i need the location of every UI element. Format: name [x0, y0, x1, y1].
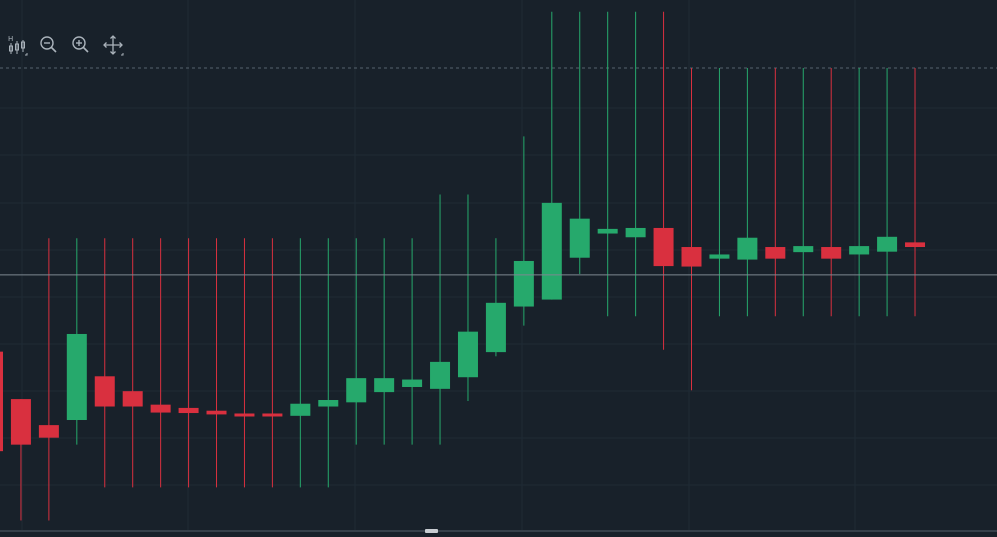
candle[interactable] [765, 68, 786, 317]
candle-body-down [821, 247, 842, 259]
candle-body-down [681, 247, 702, 267]
candle-body-down [905, 242, 926, 248]
candle[interactable] [0, 351, 3, 452]
candle-body-up [457, 331, 478, 378]
candle-body-down [765, 247, 786, 259]
candle-body-down [206, 410, 227, 415]
candle[interactable] [485, 238, 506, 357]
zoom-in-icon [72, 36, 89, 53]
candle[interactable] [122, 238, 143, 488]
candle[interactable] [94, 238, 115, 488]
candle-body-up [318, 400, 339, 407]
zoom-in-button[interactable] [70, 34, 92, 56]
candle[interactable] [541, 11, 562, 300]
candle[interactable] [905, 68, 926, 317]
candle-body-down [0, 351, 3, 452]
candle-body-up [430, 361, 451, 389]
candle[interactable] [709, 68, 730, 317]
candle[interactable] [849, 68, 870, 317]
indicator-tool-letter: H [8, 35, 13, 43]
candle[interactable] [374, 238, 395, 445]
indicator-tool-button[interactable]: H [6, 34, 28, 56]
candle[interactable] [597, 11, 618, 317]
candle[interactable] [206, 238, 227, 488]
candle[interactable] [262, 238, 283, 488]
zoom-out-button[interactable] [38, 34, 60, 56]
candle[interactable] [457, 194, 478, 401]
time-scroll-handle[interactable] [425, 529, 438, 533]
pan-button[interactable] [102, 34, 124, 56]
candle-body-down [10, 399, 31, 445]
candle-body-down [653, 227, 674, 267]
candle[interactable] [402, 238, 423, 445]
candle-body-up [709, 254, 730, 259]
candle[interactable] [569, 11, 590, 274]
candle[interactable] [681, 68, 702, 391]
candle-body-down [234, 413, 255, 417]
candle[interactable] [737, 68, 758, 317]
candle[interactable] [653, 11, 674, 350]
candle-body-up [66, 333, 87, 421]
candle-body-down [38, 425, 59, 438]
candle[interactable] [877, 68, 898, 317]
candle-body-up [877, 236, 898, 252]
candle[interactable] [821, 68, 842, 317]
candle-body-up [541, 202, 562, 300]
candle-body-down [178, 407, 199, 414]
candle[interactable] [318, 238, 339, 488]
candle[interactable] [38, 238, 59, 521]
candle[interactable] [10, 399, 31, 521]
pan-move-icon [103, 35, 124, 56]
candle[interactable] [234, 238, 255, 488]
candle-body-down [122, 391, 143, 407]
candle-body-up [485, 302, 506, 353]
candle[interactable] [346, 238, 367, 445]
candle-body-up [597, 228, 618, 234]
candle-body-up [346, 378, 367, 403]
candle-body-up [793, 246, 814, 253]
candle-body-up [569, 218, 590, 258]
candle-body-up [737, 237, 758, 260]
chart-toolbar: H [6, 34, 124, 56]
candle-body-down [150, 404, 171, 413]
candle[interactable] [513, 136, 534, 326]
candle-body-down [94, 376, 115, 407]
candle-body-up [513, 260, 534, 307]
candle-body-up [290, 403, 311, 416]
candle[interactable] [625, 11, 646, 317]
candle-body-up [402, 379, 423, 387]
candle-body-up [625, 227, 646, 238]
candle[interactable] [290, 238, 311, 488]
candle[interactable] [793, 68, 814, 317]
candle[interactable] [178, 238, 199, 488]
candle[interactable] [150, 238, 171, 488]
candle-body-up [849, 246, 870, 255]
candle[interactable] [430, 194, 451, 445]
zoom-out-icon [40, 36, 57, 53]
indicator-tool-icon: H [8, 35, 28, 56]
candle-body-up [374, 378, 395, 393]
candle[interactable] [66, 238, 87, 445]
candle-body-down [262, 413, 283, 417]
